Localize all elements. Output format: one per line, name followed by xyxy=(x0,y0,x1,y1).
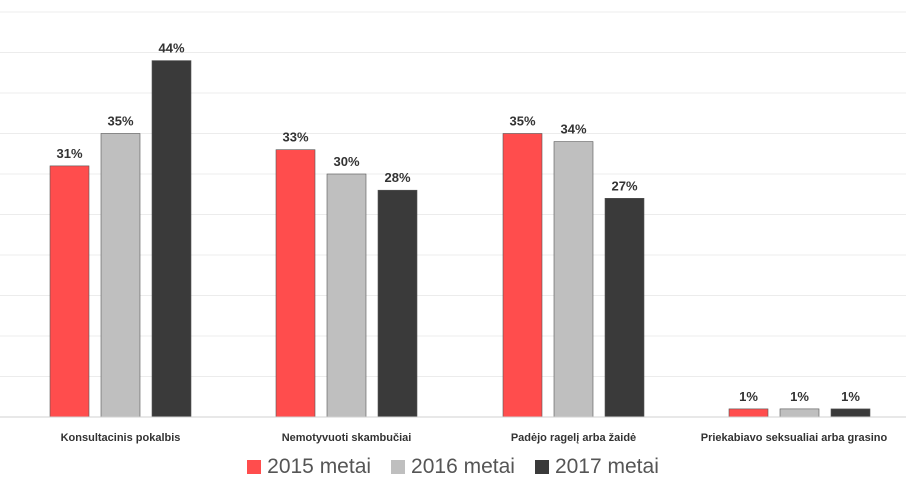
category-label-1: Konsultacinis pokalbis xyxy=(61,432,181,444)
value-label-2015-1: 31% xyxy=(56,146,82,161)
bar-2016-1 xyxy=(100,133,141,418)
value-label-2015-3: 35% xyxy=(509,114,535,129)
bar-2016-2 xyxy=(326,173,367,418)
value-label-2016-2: 30% xyxy=(333,154,359,169)
category-labels: Konsultacinis pokalbis Nemotyvuoti skambu… xyxy=(61,432,888,444)
bar-2016-3 xyxy=(553,141,594,418)
legend-label-2015: 2015 metai xyxy=(267,455,372,478)
legend-item-2017: 2017 metai xyxy=(534,455,659,479)
legend-item-2015: 2015 metai xyxy=(247,455,371,479)
value-label-2017-1: 44% xyxy=(158,41,184,56)
value-label-2016-1: 35% xyxy=(107,114,133,129)
value-label-2017-2: 28% xyxy=(384,170,410,185)
bar-2017-2 xyxy=(377,189,418,418)
category-label-3: Padėjo ragelį arba žaidė xyxy=(511,432,636,444)
value-label-2017-4: 1% xyxy=(841,389,860,404)
bar-2017-1 xyxy=(151,60,192,418)
value-label-2016-4: 1% xyxy=(790,389,809,404)
bar-2016-4 xyxy=(779,408,820,418)
bar-2017-4 xyxy=(830,408,871,418)
bar-2015-4 xyxy=(728,408,769,418)
category-label-2: Nemotyvuoti skambučiai xyxy=(282,432,412,444)
value-label-2016-3: 34% xyxy=(560,122,586,137)
bar-2015-3 xyxy=(502,133,543,418)
legend-swatch-2016 xyxy=(391,460,406,474)
legend-label-2017: 2017 metai xyxy=(554,455,659,478)
bar-2017-3 xyxy=(604,198,645,418)
bar-2015-2 xyxy=(275,149,316,418)
legend-label-2016: 2016 metai xyxy=(411,455,515,478)
value-labels: 31% 35% 44% 33% 30% 28% 35% 34% 27% 1% 1% 1% xyxy=(56,41,860,404)
value-label-2015-4: 1% xyxy=(739,389,758,404)
value-label-2015-2: 33% xyxy=(282,130,308,145)
legend-swatch-2015 xyxy=(247,460,262,474)
legend-swatch-2017 xyxy=(534,460,549,474)
value-label-2017-3: 27% xyxy=(611,178,637,193)
legend-item-2016: 2016 metai xyxy=(391,455,515,479)
bars xyxy=(49,60,871,418)
bar-2015-1 xyxy=(49,165,90,418)
category-label-4: Priekabiavo seksualiai arba grasino xyxy=(701,432,888,444)
gridlines xyxy=(0,11,906,377)
legend: 2015 metai 2016 metai 2017 metai xyxy=(0,452,906,482)
